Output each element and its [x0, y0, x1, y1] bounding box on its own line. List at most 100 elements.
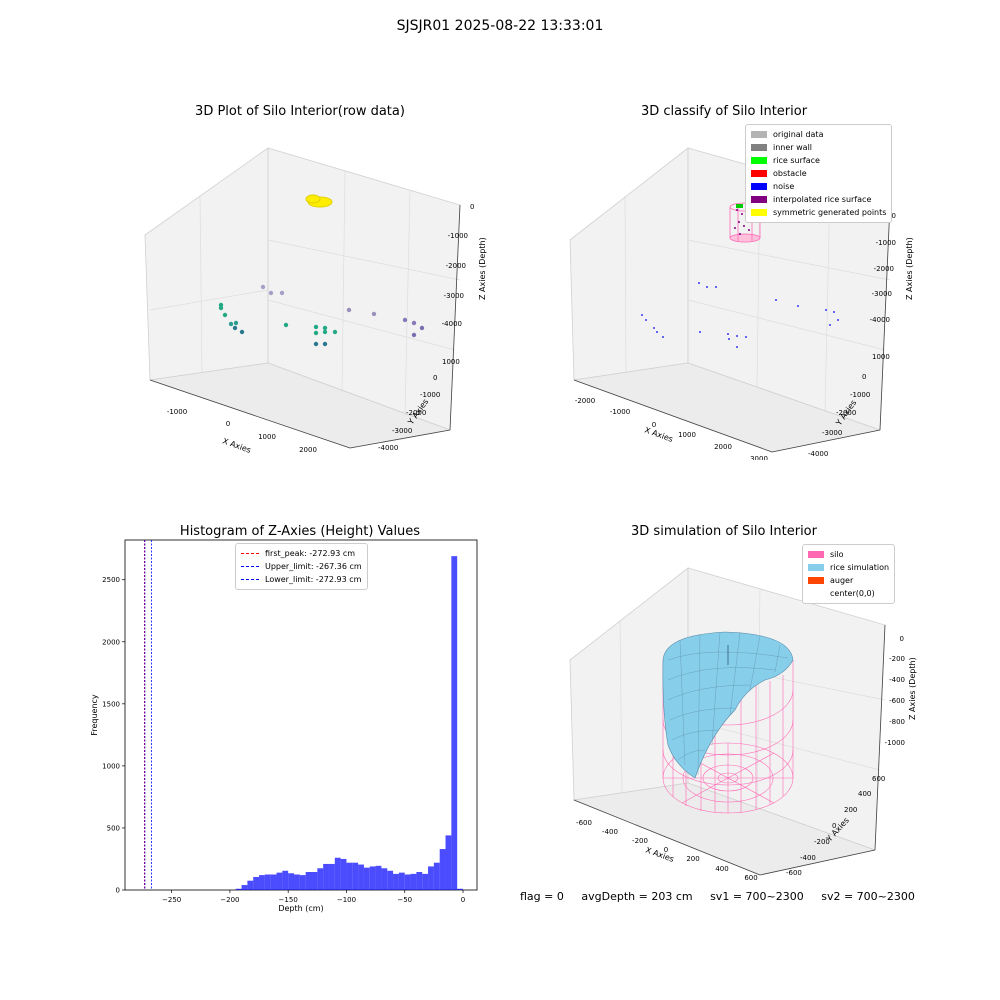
- flag-readout: flag = 0: [520, 890, 564, 903]
- histogram-chart: −250 −200 −150 −100 −50 0 0 500 1000 1500 2000 250…: [90, 539, 478, 913]
- histogram-bar: [457, 888, 464, 890]
- histogram-bar: [393, 873, 399, 890]
- legend-dashed-line: [241, 579, 259, 580]
- histogram-bar: [422, 873, 429, 890]
- histogram-bar: [299, 875, 306, 890]
- classify-ytick: -4000: [808, 450, 828, 458]
- histogram-bar: [369, 866, 376, 890]
- simulation-xlabel: X Axies: [644, 845, 675, 864]
- legend-dashed-line: [241, 566, 259, 567]
- simulation-xtick: -400: [602, 828, 618, 836]
- legend-entry: rice surface: [751, 154, 886, 167]
- histogram-ytick-label: 2500: [102, 576, 120, 584]
- legend-entry: first_peak: -272.93 cm: [241, 547, 362, 560]
- classify-xtick: -1000: [610, 408, 630, 416]
- classify-ytick: 1000: [872, 353, 890, 361]
- legend-entry: silo: [808, 548, 889, 561]
- histogram-reference-lines: [143, 540, 152, 890]
- raw-points: [218, 284, 425, 347]
- histogram-xtick-label: −150: [279, 896, 298, 904]
- raw-xtick: 2000: [299, 446, 317, 454]
- legend-entry: Upper_limit: -267.36 cm: [241, 560, 362, 573]
- simulation-legend: silo rice simulation auger center(0,0): [802, 544, 896, 604]
- histogram-y-ticks: 0 500 1000 1500 2000 2500: [102, 576, 125, 895]
- histogram-x-ticks: −250 −200 −150 −100 −50 0: [162, 890, 465, 904]
- classify-ytick: -1000: [850, 391, 870, 399]
- legend-entry: center(0,0): [808, 587, 889, 600]
- histogram-bar: [328, 863, 335, 890]
- raw-ytick: -4000: [378, 444, 398, 452]
- classify-ztick: -4000: [870, 316, 890, 324]
- histogram-bar: [433, 862, 440, 890]
- histogram-xlabel: Depth (cm): [278, 904, 323, 913]
- histogram-bar: [404, 874, 411, 890]
- legend-swatch: [751, 131, 767, 138]
- classify-noise-points: [641, 282, 839, 348]
- legend-swatch: [808, 577, 824, 584]
- legend-entry: Lower_limit: -272.93 cm: [241, 573, 362, 586]
- histogram-bar: [305, 872, 312, 890]
- legend-entry: obstacle: [751, 167, 886, 180]
- histogram-bar: [317, 868, 324, 890]
- simulation-zlabel: Z Axies (Depth): [908, 657, 917, 720]
- legend-entry: symmetric generated points: [751, 206, 886, 219]
- raw-ytick: 0: [433, 374, 437, 382]
- histogram-ytick-label: 1000: [102, 762, 120, 770]
- legend-swatch: [751, 144, 767, 151]
- histogram-bar: [247, 880, 254, 890]
- simulation-xtick: -600: [576, 819, 592, 827]
- status-line: flag = 0 avgDepth = 203 cm sv1 = 700~230…: [520, 890, 929, 903]
- simulation-ytick: -400: [800, 854, 816, 862]
- histogram-bar: [410, 873, 417, 890]
- raw-ytick: -1000: [420, 391, 440, 399]
- raw-xtick: 0: [226, 420, 230, 428]
- raw-3d-plot: -1000 0 1000 2000 1000 0 -1000 -2000 -30…: [144, 147, 487, 455]
- simulation-ztick: -1000: [885, 739, 905, 747]
- classify-ztick: 0: [892, 212, 896, 220]
- histogram-ytick-label: 2000: [102, 638, 120, 646]
- histogram-bar: [363, 867, 370, 890]
- raw-xtick: 1000: [258, 433, 276, 441]
- histogram-bar: [445, 835, 452, 890]
- histogram-bar: [352, 862, 359, 890]
- classify-xtick: 3000: [750, 455, 768, 460]
- histogram-ytick-label: 0: [116, 887, 120, 895]
- classify-ytick: -2000: [836, 409, 856, 417]
- classify-plot-title: 3D classify of Silo Interior: [640, 104, 808, 119]
- simulation-ztick: -400: [889, 676, 905, 684]
- raw-zlabel: Z Axies (Depth): [478, 237, 487, 300]
- histogram-ytick-label: 500: [107, 824, 120, 832]
- legend-swatch: [751, 209, 767, 216]
- histogram-bar: [428, 866, 434, 890]
- classify-ztick: -3000: [872, 290, 892, 298]
- classify-xtick: 2000: [714, 443, 732, 451]
- classify-zlabel: Z Axies (Depth): [905, 237, 914, 300]
- legend-entry: noise: [751, 180, 886, 193]
- classify-xlabel: X Axies: [643, 425, 674, 444]
- histogram-bars: [235, 556, 464, 890]
- legend-entry: interpolated rice surface: [751, 193, 886, 206]
- raw-xtick: -1000: [167, 408, 187, 416]
- histogram-bar: [259, 875, 265, 890]
- raw-ytick: -3000: [392, 427, 412, 435]
- raw-yellow-cluster: [305, 194, 333, 208]
- legend-swatch: [808, 590, 824, 597]
- histogram-bar: [451, 556, 458, 890]
- simulation-xtick: 400: [715, 865, 728, 873]
- histogram-bar: [264, 874, 271, 890]
- figure-title: SJSJR01 2025-08-22 13:33:01: [396, 18, 604, 34]
- histogram-bar: [235, 888, 242, 890]
- classify-legend: original data inner wall rice surface ob…: [745, 124, 893, 223]
- sv2-readout: sv2 = 700~2300: [821, 890, 915, 903]
- histogram-bar: [416, 872, 423, 890]
- classify-ytick: 0: [862, 373, 866, 381]
- histogram-legend: first_peak: -272.93 cm Upper_limit: -267…: [235, 543, 368, 590]
- simulation-xtick: 200: [686, 855, 699, 863]
- classify-xtick: 1000: [678, 431, 696, 439]
- simulation-rice-surface: [662, 631, 794, 779]
- sv1-readout: sv1 = 700~2300: [710, 890, 804, 903]
- raw-ytick: -2000: [406, 409, 426, 417]
- classify-xtick: 0: [652, 421, 656, 429]
- simulation-ztick: -800: [889, 718, 905, 726]
- histogram-xtick-label: 0: [461, 896, 465, 904]
